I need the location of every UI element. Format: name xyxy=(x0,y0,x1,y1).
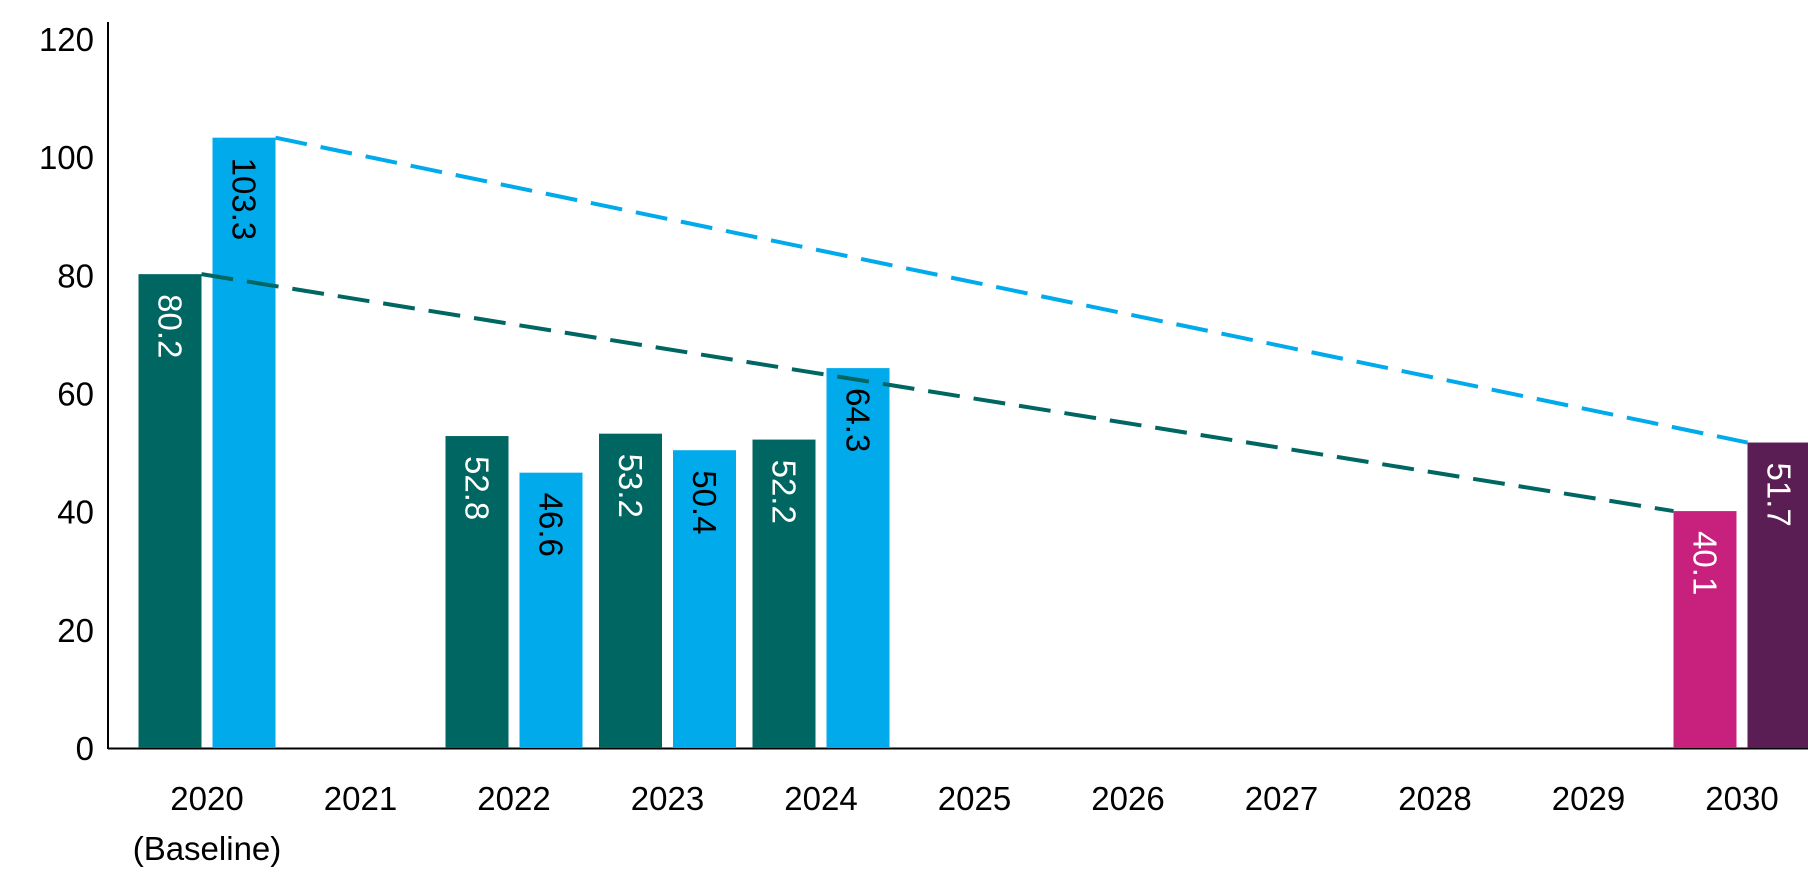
bar-value-label: 80.2 xyxy=(152,294,189,358)
trend-line xyxy=(201,272,1674,514)
x-tick-label: 2022 xyxy=(477,780,550,817)
x-tick-label: 2029 xyxy=(1552,780,1625,817)
bar-series-2 xyxy=(673,450,736,748)
bars xyxy=(138,137,1808,748)
y-tick-label: 40 xyxy=(57,494,94,531)
x-tick-label: 2027 xyxy=(1245,780,1318,817)
bar-value-label: 52.2 xyxy=(766,460,803,524)
x-tick-label: 2021 xyxy=(324,780,397,817)
bar-series-1 xyxy=(599,433,662,748)
x-tick-label: 2025 xyxy=(938,780,1011,817)
bar-value-label: 53.2 xyxy=(612,454,649,518)
target-bar xyxy=(1747,442,1808,748)
trend-line xyxy=(275,135,1748,445)
bar-value-label: 64.3 xyxy=(840,388,877,452)
y-tick-label: 0 xyxy=(76,730,94,767)
bar-series-1 xyxy=(138,274,202,748)
x-tick-label: 2020 xyxy=(170,780,243,817)
y-tick-label: 120 xyxy=(39,21,94,58)
x-tick-label: 2026 xyxy=(1091,780,1164,817)
bar-value-label: 46.6 xyxy=(533,493,570,557)
trend-lines xyxy=(201,135,1748,514)
x-tick-label: 2030 xyxy=(1705,780,1778,817)
bar-series-1 xyxy=(752,439,816,748)
x-tick-label: 2024 xyxy=(784,780,857,817)
bar-value-label: 51.7 xyxy=(1761,463,1798,527)
bar-value-label: 52.8 xyxy=(459,456,496,520)
bar-value-label: 103.3 xyxy=(226,158,263,241)
data-labels: 80.2 52.8 53.2 52.2 103.3 46.6 50.4 64.3 40.1 51.… xyxy=(152,158,1798,596)
target-bar xyxy=(1673,511,1737,748)
y-tick-label: 20 xyxy=(57,612,94,649)
y-tick-label: 100 xyxy=(39,139,94,176)
y-axis: 0 20 40 60 80 100 120 xyxy=(39,21,109,767)
x-tick-label: 2023 xyxy=(631,780,704,817)
bar-value-label: 40.1 xyxy=(1687,531,1724,595)
bar-series-1 xyxy=(445,436,509,748)
y-tick-label: 80 xyxy=(57,257,94,294)
bar-series-2 xyxy=(212,137,276,748)
bar-value-label: 50.4 xyxy=(686,470,723,534)
y-tick-label: 60 xyxy=(57,376,94,413)
x-axis: 2020 (Baseline) 2021 2022 2023 2024 2025 2026 20… xyxy=(108,747,1808,867)
bar-series-2 xyxy=(519,472,583,748)
x-tick-sublabel: (Baseline) xyxy=(133,830,282,867)
bar-series-2 xyxy=(826,368,890,748)
x-tick-label: 2028 xyxy=(1398,780,1471,817)
